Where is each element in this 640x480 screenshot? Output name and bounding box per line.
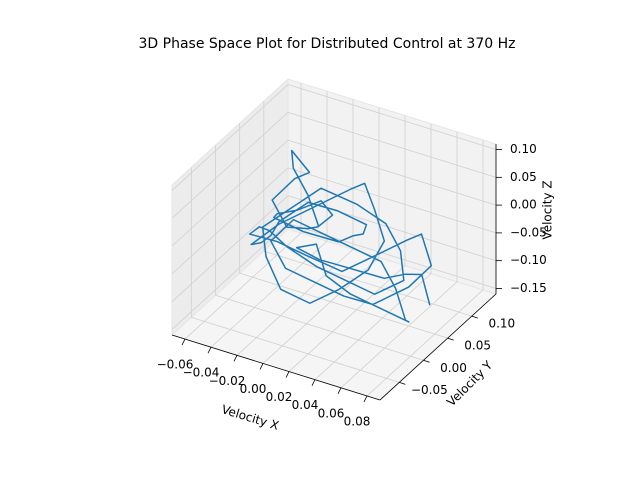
x-tick-label: 0.08 [344, 414, 371, 428]
y-axis-line [379, 293, 497, 401]
trajectory-line [248, 149, 433, 323]
grid-line [287, 139, 497, 206]
x-tick [363, 395, 368, 403]
grid-line [263, 250, 472, 317]
grid-line [171, 223, 289, 330]
z-tick-label: 0.05 [510, 170, 537, 184]
grid-line [171, 139, 289, 247]
x-tick-label: 0.04 [292, 398, 319, 412]
chart-title: 3D Phase Space Plot for Distributed Cont… [139, 36, 516, 52]
x-tick [207, 347, 212, 354]
x-axis-line [171, 334, 381, 401]
x-tick-label: 0.06 [318, 406, 345, 420]
grid-line [171, 195, 289, 302]
x-tick [181, 338, 186, 346]
x-tick [311, 379, 316, 386]
x-tick [233, 355, 238, 362]
x-tick-label: 0.02 [266, 390, 293, 404]
x-tick-label: −0.02 [209, 374, 246, 388]
y-tick [399, 381, 406, 385]
grid-line [239, 272, 448, 339]
z-tick-label: 0.00 [510, 198, 537, 212]
y-tick-label: 0.00 [440, 361, 467, 375]
x-tick [337, 387, 342, 394]
grid-line [287, 84, 497, 150]
z-tick-label: −0.15 [510, 281, 547, 295]
x-tick-label: 0.00 [240, 382, 267, 396]
grid-line [191, 316, 400, 383]
grid-line [171, 84, 289, 191]
z-tick-label: −0.10 [510, 253, 547, 267]
grid-line [215, 294, 424, 361]
x-tick-label: −0.06 [157, 358, 194, 372]
z-tick-label: −0.05 [510, 225, 547, 239]
x-axis-label: Velocity X [220, 402, 281, 433]
x-tick [259, 363, 264, 370]
grid-line [287, 167, 497, 234]
grid-line [171, 112, 289, 219]
grid-line [287, 111, 497, 178]
grid-line [171, 167, 289, 275]
x-tick [285, 371, 290, 378]
y-tick [447, 337, 454, 341]
y-tick [423, 359, 430, 363]
y-tick-label: 0.10 [488, 317, 515, 331]
y-tick [471, 315, 478, 319]
y-tick-label: 0.05 [464, 339, 491, 353]
z-axis-label: Velocity Z [541, 180, 555, 239]
z-tick-label: 0.10 [510, 142, 537, 156]
y-tick-label: −0.05 [411, 383, 448, 397]
x-tick-label: −0.04 [183, 366, 220, 380]
